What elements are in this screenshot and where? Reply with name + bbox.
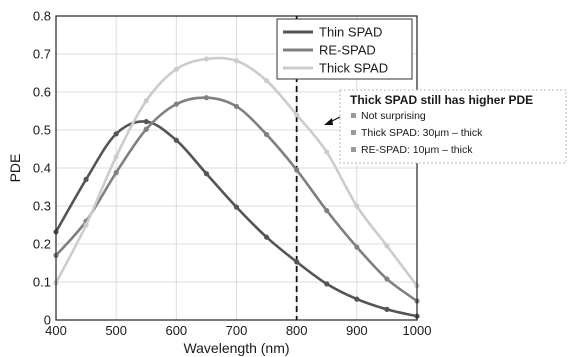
legend-label: Thin SPAD — [319, 25, 382, 40]
annotation-frame — [339, 89, 567, 164]
x-axis-label: Wavelength (nm) — [183, 340, 289, 356]
arrow-head — [324, 118, 333, 125]
x-tick-label: 700 — [226, 323, 248, 338]
y-tick-label: 0.6 — [33, 85, 51, 100]
y-tick-label: 0.8 — [33, 9, 51, 24]
x-tick-label: 600 — [165, 323, 187, 338]
x-tick-label: 1000 — [403, 323, 432, 338]
data-point-thick-spad — [113, 154, 119, 160]
legend-label: RE-SPAD — [319, 43, 376, 58]
data-point-thick-spad — [143, 98, 149, 104]
bullet-marker — [351, 113, 356, 118]
data-point-thin-spad — [384, 306, 390, 312]
data-point-thin-spad — [324, 281, 330, 287]
data-point-re-spad — [354, 244, 360, 250]
data-point-thick-spad — [233, 58, 240, 64]
data-point-thick-spad — [173, 66, 179, 72]
data-point-thin-spad — [354, 296, 360, 302]
annotation-bullet: Thick SPAD: 30μm – thick — [361, 127, 483, 139]
annotation-bullet: Not surprising — [361, 110, 426, 122]
annotation-arrow — [324, 116, 341, 125]
data-point-thick-spad — [384, 243, 390, 249]
data-point-re-spad — [113, 169, 119, 176]
data-point-thin-spad — [173, 137, 179, 143]
data-point-thin-spad — [143, 119, 149, 125]
data-point-re-spad — [143, 126, 149, 132]
x-tick-label: 800 — [286, 323, 308, 338]
data-point-thick-spad — [354, 203, 360, 209]
x-tick-label: 900 — [346, 323, 368, 338]
data-point-re-spad — [173, 101, 179, 107]
plot-frame — [55, 15, 418, 321]
data-point-re-spad — [263, 131, 270, 138]
y-tick-label: 0.2 — [33, 237, 51, 252]
data-point-thick-spad — [263, 78, 270, 84]
data-point-re-spad — [384, 276, 390, 282]
y-tick-label: 0.4 — [33, 161, 51, 176]
y-tick-label: 0.3 — [33, 199, 51, 214]
data-point-thin-spad — [83, 176, 89, 182]
data-point-thick-spad — [324, 149, 330, 155]
tick-labels: 400 500 600 700 800 900 1000 0 0.1 0.2 0.3 0.4 0.5 0.… — [33, 9, 432, 339]
annotation-box: Thick SPAD still has higher PDE Not surp… — [339, 89, 567, 164]
data-point-re-spad — [233, 103, 240, 110]
data-point-re-spad — [324, 207, 330, 214]
x-tick-label: 500 — [105, 323, 127, 338]
annotation-bullets: Not surprising Thick SPAD: 30μm – thick RE… — [351, 110, 483, 156]
data-point-thin-spad — [113, 131, 119, 137]
data-point-thick-spad — [294, 112, 300, 118]
bullet-marker — [351, 147, 356, 152]
y-tick-label: 0.1 — [33, 275, 51, 290]
data-point-thin-spad — [233, 204, 240, 210]
y-axis-label: PDE — [7, 154, 23, 183]
legend-label: Thick SPAD — [319, 61, 388, 76]
y-tick-label: 0 — [44, 313, 51, 328]
series-thick-spad — [53, 56, 420, 289]
data-point-thick-spad — [203, 56, 210, 62]
annotation-bullet: RE-SPAD: 10μm – thick — [361, 144, 473, 156]
bullet-marker — [351, 130, 356, 135]
data-point-thin-spad — [203, 171, 210, 177]
annotation-title: Thick SPAD still has higher PDE — [350, 93, 533, 107]
series-group — [53, 56, 420, 319]
legend: Thin SPAD RE-SPAD Thick SPAD — [276, 18, 413, 80]
data-point-re-spad — [294, 167, 300, 173]
y-tick-label: 0.5 — [33, 123, 51, 138]
x-tick-label: 400 — [45, 323, 67, 338]
data-point-re-spad — [203, 95, 210, 101]
series-thin-spad — [53, 119, 420, 319]
data-point-thick-spad — [83, 222, 89, 228]
data-point-thin-spad — [294, 259, 300, 265]
data-point-thin-spad — [263, 234, 270, 240]
y-tick-label: 0.7 — [33, 47, 51, 62]
